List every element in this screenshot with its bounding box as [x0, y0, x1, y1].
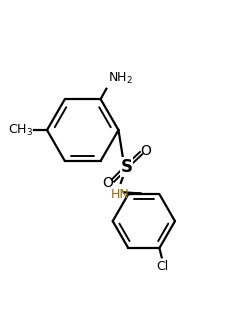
- Text: HN: HN: [110, 188, 129, 201]
- Text: O: O: [102, 176, 113, 190]
- Text: NH$_2$: NH$_2$: [107, 71, 132, 86]
- Text: S: S: [121, 158, 132, 176]
- Text: CH$_3$: CH$_3$: [8, 123, 33, 138]
- Text: Cl: Cl: [157, 260, 169, 273]
- Text: O: O: [140, 144, 151, 158]
